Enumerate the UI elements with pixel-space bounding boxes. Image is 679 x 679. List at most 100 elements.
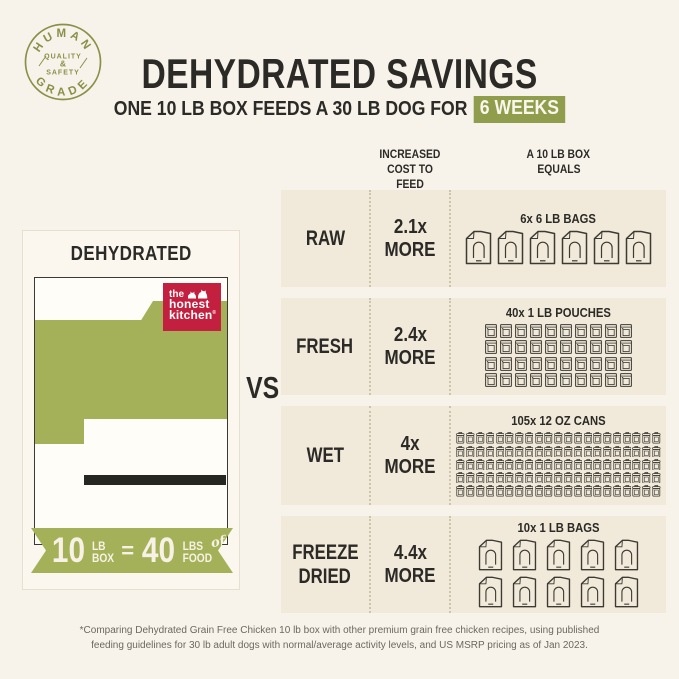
- can-icon: [515, 445, 524, 458]
- pouch-icon: [500, 340, 512, 355]
- bag-icon: [512, 576, 537, 608]
- row-label-raw: RAW: [281, 190, 369, 287]
- can-icon: [652, 485, 661, 497]
- pouch-icon: [575, 340, 587, 355]
- can-icon: [612, 445, 622, 458]
- multiplier-value: 4x: [400, 432, 420, 455]
- can-icon: [564, 432, 573, 444]
- bag-icon: [561, 230, 588, 265]
- bag-icon: [478, 576, 503, 608]
- can-icon: [603, 485, 612, 497]
- equivalent-caption: 10x 1 LB BAGS: [517, 521, 600, 535]
- row-label-wet: WET: [281, 406, 369, 505]
- can-icon: [583, 445, 593, 458]
- pouch-icon: [545, 323, 557, 338]
- can-icon: [466, 432, 475, 444]
- equivalent-caption: 105x 12 OZ CANS: [511, 414, 606, 429]
- can-icon: [622, 471, 632, 484]
- can-icon: [534, 458, 544, 471]
- pouch-icon: [620, 323, 632, 338]
- pouch-icon: [605, 373, 617, 388]
- row-label-text: DRIED: [298, 564, 352, 588]
- can-icon: [554, 432, 563, 444]
- pouch-icon: [530, 356, 542, 371]
- multiplier-more-label: MORE: [384, 455, 436, 478]
- pouch-icon: [500, 356, 512, 371]
- multiplier-more-label: MORE: [384, 238, 436, 261]
- banner-equals: =: [121, 537, 135, 563]
- row-label-freeze-dried: FREEZE DRIED: [281, 516, 369, 613]
- can-icon: [456, 432, 465, 444]
- banner-unit2-bottom: FOOD: [182, 550, 213, 565]
- can-icon: [593, 458, 602, 471]
- footnote-line1: *Comparing Dehydrated Grain Free Chicken…: [79, 625, 600, 636]
- row-label-text: FREEZE: [291, 541, 359, 565]
- multiplier-more-label: MORE: [384, 346, 436, 369]
- pet-silhouettes-icon: [187, 289, 208, 299]
- can-icon: [466, 471, 475, 484]
- comparison-row-raw: RAW 2.1x MORE 6x 6 LB BAGS: [281, 190, 666, 287]
- can-icon: [573, 485, 583, 497]
- can-icon: [622, 458, 632, 471]
- can-icon: [573, 445, 583, 458]
- can-icon: [495, 432, 505, 444]
- pouch-icon: [515, 373, 527, 388]
- can-icon: [603, 458, 612, 471]
- pouch-icon: [560, 356, 572, 371]
- can-icon: [652, 458, 661, 471]
- pouch-icon: [530, 340, 542, 355]
- bag-icon: [580, 576, 605, 608]
- pouch-icon: [485, 356, 497, 371]
- can-icon: [632, 485, 641, 497]
- can-icon: [524, 458, 534, 471]
- bag-icon: [625, 230, 652, 265]
- badge-center-line2: SAFETY: [46, 70, 80, 77]
- row-label-fresh: FRESH: [281, 298, 369, 395]
- can-icon: [524, 471, 534, 484]
- can-icon: [485, 445, 495, 458]
- can-icon: [593, 445, 602, 458]
- can-icon: [505, 458, 514, 471]
- multiplier-more-label: MORE: [384, 564, 436, 587]
- can-icon: [622, 432, 632, 444]
- box-art-dark-stripe: [84, 475, 226, 485]
- bag-icon: [614, 539, 639, 571]
- row-equivalent-freeze-dried: 10x 1 LB BAGS: [451, 516, 666, 613]
- pouch-icon: [605, 323, 617, 338]
- can-icon: [652, 471, 661, 484]
- can-icon: [642, 471, 651, 484]
- can-icon: [466, 458, 475, 471]
- banner-unit1-bottom: BOX: [92, 550, 115, 565]
- can-icon: [603, 432, 612, 444]
- can-icon: [534, 471, 544, 484]
- can-icon: [652, 445, 661, 458]
- row-equivalent-fresh: 40x 1 LB POUCHES: [451, 298, 666, 395]
- can-icon: [505, 485, 514, 497]
- pouch-icon: [515, 323, 527, 338]
- comparison-row-wet: WET 4x MORE 105x 12 OZ CANS: [281, 406, 666, 505]
- can-icon: [544, 458, 553, 471]
- can-icon: [456, 471, 465, 484]
- pouch-icon: [590, 323, 602, 338]
- bag-icon: [546, 576, 571, 608]
- can-icon: [466, 485, 475, 497]
- box-art-green-strip: [35, 419, 84, 444]
- can-icon: [495, 458, 505, 471]
- equivalent-icon-grid: [477, 539, 640, 608]
- can-icon: [544, 485, 553, 497]
- equivalence-ribbon: 10 LB BOX = 40 LBS FOOD of: [31, 528, 233, 573]
- can-icon: [564, 445, 573, 458]
- equivalent-caption: 6x 6 LB BAGS: [520, 212, 597, 226]
- can-icon: [524, 432, 534, 444]
- can-icon: [485, 485, 495, 497]
- pouch-icon: [605, 356, 617, 371]
- can-icon: [495, 485, 505, 497]
- logo-line1: the: [169, 288, 184, 300]
- can-icon: [612, 485, 622, 497]
- bag-icon: [478, 539, 503, 571]
- pouch-icon: [590, 340, 602, 355]
- can-icon: [612, 432, 622, 444]
- can-icon: [505, 445, 514, 458]
- can-icon: [642, 485, 651, 497]
- footnote-line2: feeding guidelines for 30 lb adult dogs …: [91, 639, 588, 651]
